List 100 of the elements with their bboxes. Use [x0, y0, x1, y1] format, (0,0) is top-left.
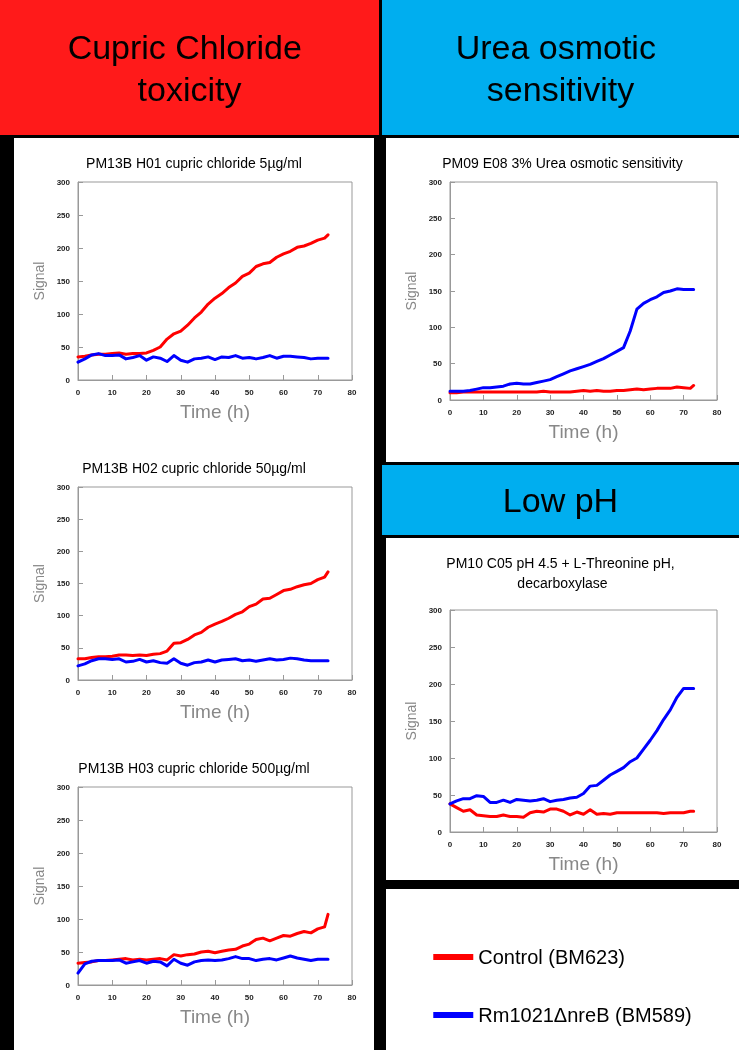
x-tick-label: 10: [107, 387, 118, 397]
x-tick-label: 10: [107, 687, 118, 697]
x-tick-label: 20: [142, 992, 152, 1002]
y-tick-label: 100: [56, 611, 71, 621]
y-tick-label: 50: [61, 643, 71, 653]
x-tick-label: 80: [347, 992, 357, 1002]
y-tick-label: 250: [56, 815, 71, 825]
y-tick-label: 0: [65, 675, 71, 685]
x-tick-label: 10: [478, 407, 489, 417]
y-tick-label: 150: [428, 286, 443, 296]
chart-title: PM09 E08 3% Urea osmotic sensitivity: [442, 155, 683, 171]
x-tick-label: 50: [244, 687, 255, 697]
x-tick-label: 70: [679, 839, 689, 849]
line-series: [76, 352, 330, 364]
x-axis-title: Time (h): [548, 421, 619, 442]
y-tick-label: 200: [56, 546, 71, 556]
x-axis-title: Time (h): [548, 853, 619, 874]
x-tick-label: 50: [244, 387, 255, 397]
chart-title: PM13B H01 cupric chloride 5µg/ml: [86, 155, 302, 171]
x-tick-label: 0: [447, 839, 453, 849]
x-tick-label: 70: [313, 992, 323, 1002]
y-tick-label: 250: [428, 213, 443, 223]
x-tick-label: 10: [478, 839, 489, 849]
x-tick-label: 10: [107, 992, 118, 1002]
y-tick-label: 150: [428, 716, 443, 726]
x-tick-label: 70: [313, 687, 323, 697]
x-tick-label: 0: [75, 687, 81, 697]
y-tick-label: 300: [56, 482, 71, 492]
legend-label: Control (BM623): [478, 946, 625, 968]
y-tick-label: 300: [428, 177, 443, 187]
chart-title: PM10 C05 pH 4.5 + L-Threonine pH, decarboxylase: [446, 555, 679, 591]
x-tick-label: 70: [313, 387, 323, 397]
line-series: [448, 287, 696, 393]
x-tick-label: 30: [176, 387, 186, 397]
y-axis-title: Signal: [30, 261, 47, 301]
x-tick-label: 70: [679, 407, 689, 417]
x-axis-title: Time (h): [179, 401, 251, 422]
legend-label: Rm1021ΔnreB (BM589): [478, 1004, 692, 1026]
x-axis-title: Time (h): [179, 1006, 251, 1027]
y-tick-label: 100: [56, 309, 71, 319]
y-tick-label: 50: [433, 359, 443, 369]
y-tick-label: 100: [56, 914, 71, 924]
y-tick-label: 300: [56, 177, 71, 187]
x-tick-label: 50: [612, 407, 622, 417]
text: Urea osmotic sensitivity: [455, 27, 666, 108]
x-tick-label: 80: [712, 839, 722, 849]
y-tick-label: 200: [428, 250, 443, 260]
y-tick-label: 0: [65, 375, 71, 385]
y-tick-label: 300: [56, 782, 71, 792]
y-tick-label: 150: [56, 881, 71, 891]
text: Cupric Chloride toxicity: [67, 27, 312, 108]
y-tick-label: 0: [65, 980, 71, 990]
x-tick-label: 50: [244, 992, 255, 1002]
x-tick-label: 30: [545, 407, 556, 417]
x-tick-label: 30: [176, 687, 186, 697]
chart-title: PM13B H03 cupric chloride 500µg/ml: [78, 760, 310, 776]
x-tick-label: 80: [347, 387, 357, 397]
y-tick-label: 150: [56, 579, 71, 588]
text: Low pH: [502, 481, 619, 519]
y-axis-title: Signal: [402, 271, 419, 311]
chart-title: PM13B H02 cupric chloride 50µg/ml: [82, 460, 306, 476]
y-tick-label: 100: [428, 322, 443, 332]
x-tick-label: 30: [545, 839, 556, 849]
y-tick-label: 150: [56, 276, 71, 286]
y-tick-label: 0: [437, 395, 443, 405]
y-axis-title: Signal: [30, 564, 47, 603]
y-tick-label: 200: [428, 679, 443, 689]
y-tick-label: 100: [428, 753, 443, 763]
y-tick-label: 250: [56, 514, 71, 524]
x-tick-label: 20: [142, 687, 152, 697]
line-series: [76, 954, 330, 975]
x-tick-label: 40: [210, 992, 220, 1002]
x-axis-title: Time (h): [179, 701, 251, 722]
y-tick-label: 250: [428, 642, 443, 652]
line-series: [76, 570, 330, 661]
x-tick-label: 40: [579, 407, 589, 417]
x-tick-label: 0: [75, 387, 81, 397]
x-tick-label: 0: [447, 407, 453, 417]
y-tick-label: 200: [56, 243, 71, 253]
x-tick-label: 0: [75, 992, 81, 1002]
x-tick-label: 60: [279, 387, 289, 397]
y-tick-label: 50: [61, 342, 71, 352]
x-tick-label: 40: [210, 687, 220, 697]
y-axis-title: Signal: [30, 866, 47, 906]
x-tick-label: 20: [512, 839, 522, 849]
x-tick-label: 60: [279, 992, 289, 1002]
x-tick-label: 60: [279, 687, 289, 697]
x-tick-label: 60: [645, 407, 656, 417]
y-axis-title: Signal: [402, 701, 419, 741]
y-tick-label: 200: [56, 848, 71, 858]
x-tick-label: 40: [210, 387, 220, 397]
line-series: [76, 656, 330, 668]
line-series: [448, 802, 696, 819]
x-tick-label: 60: [645, 839, 656, 849]
y-tick-label: 300: [428, 605, 443, 615]
x-tick-label: 20: [512, 407, 522, 417]
line-series: [76, 233, 330, 359]
x-tick-label: 50: [612, 839, 622, 849]
y-tick-label: 50: [433, 790, 443, 800]
x-tick-label: 20: [142, 387, 152, 397]
